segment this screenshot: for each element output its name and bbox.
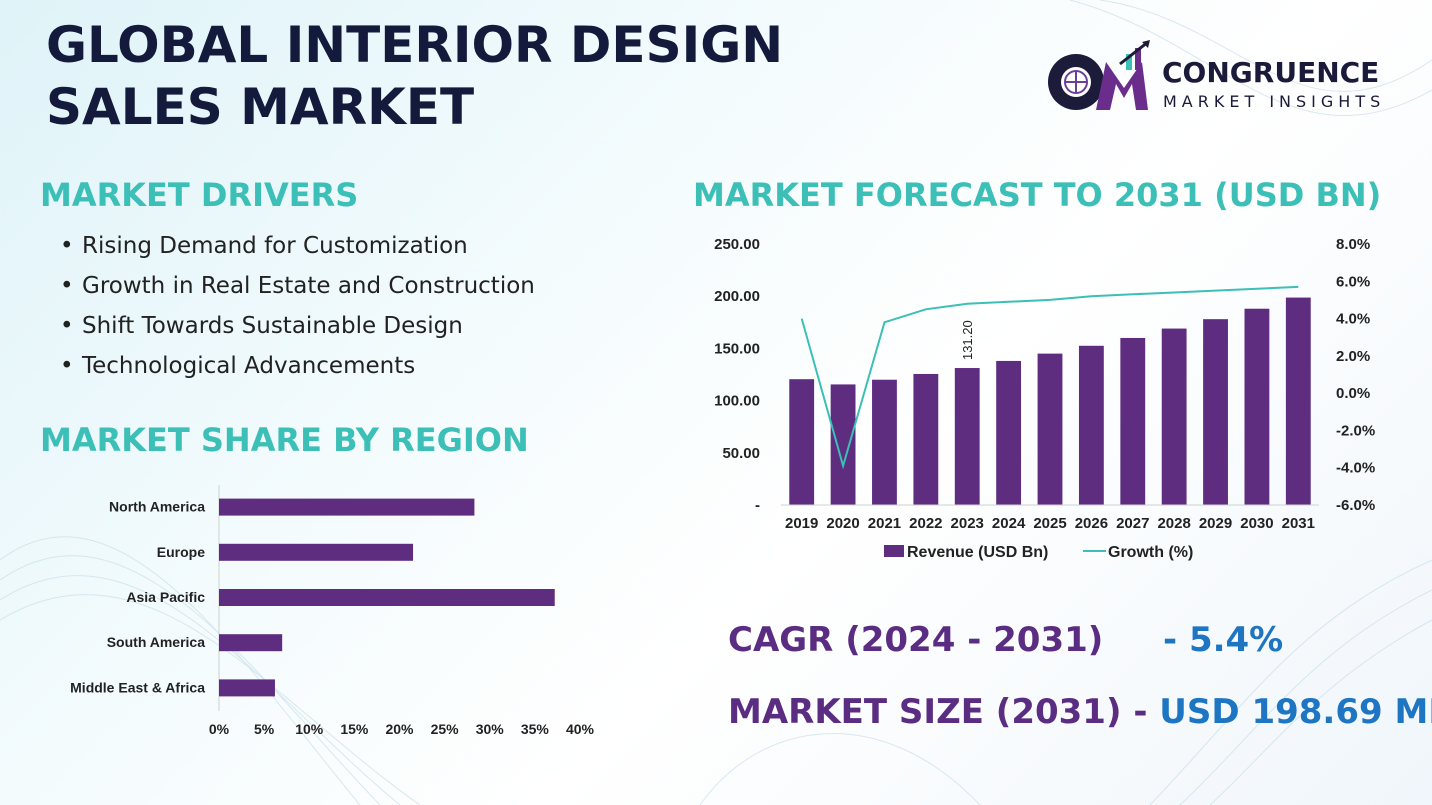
driver-item: • Technological Advancements: [60, 353, 416, 379]
market-size-value: USD 198.69 MN: [1159, 692, 1432, 732]
logo-name: CONGRUENCE: [1162, 56, 1380, 89]
drivers-list: • Rising Demand for Customization • Growth…: [60, 230, 535, 390]
driver-text: Technological Advancements: [82, 353, 416, 379]
page-title: GLOBAL INTERIOR DESIGN SALES MARKET: [46, 14, 783, 138]
cagr-label: CAGR (2024 - 2031): [728, 620, 1104, 660]
market-share-heading: MARKET SHARE BY REGION: [40, 421, 529, 459]
logo-tagline: MARKET INSIGHTS: [1163, 92, 1386, 111]
market-drivers-heading: MARKET DRIVERS: [40, 176, 359, 214]
driver-text: Shift Towards Sustainable Design: [82, 313, 463, 339]
market-size-stat: MARKET SIZE (2031) - USD 198.69 MN: [728, 692, 1432, 732]
market-forecast-heading: MARKET FORECAST TO 2031 (USD BN): [693, 176, 1382, 214]
market-size-separator: -: [1121, 692, 1160, 732]
driver-item: • Growth in Real Estate and Construction: [60, 273, 535, 299]
market-size-label: MARKET SIZE (2031): [728, 692, 1122, 732]
cagr-stat: CAGR (2024 - 2031) - 5.4%: [728, 620, 1283, 660]
cagr-value: - 5.4%: [1163, 620, 1284, 660]
title-line-2: SALES MARKET: [46, 78, 475, 136]
title-line-1: GLOBAL INTERIOR DESIGN: [46, 16, 784, 74]
driver-item: • Shift Towards Sustainable Design: [60, 313, 463, 339]
driver-text: Growth in Real Estate and Construction: [82, 273, 535, 299]
company-logo: [1048, 40, 1150, 110]
driver-item: • Rising Demand for Customization: [60, 233, 468, 259]
driver-text: Rising Demand for Customization: [82, 233, 468, 259]
